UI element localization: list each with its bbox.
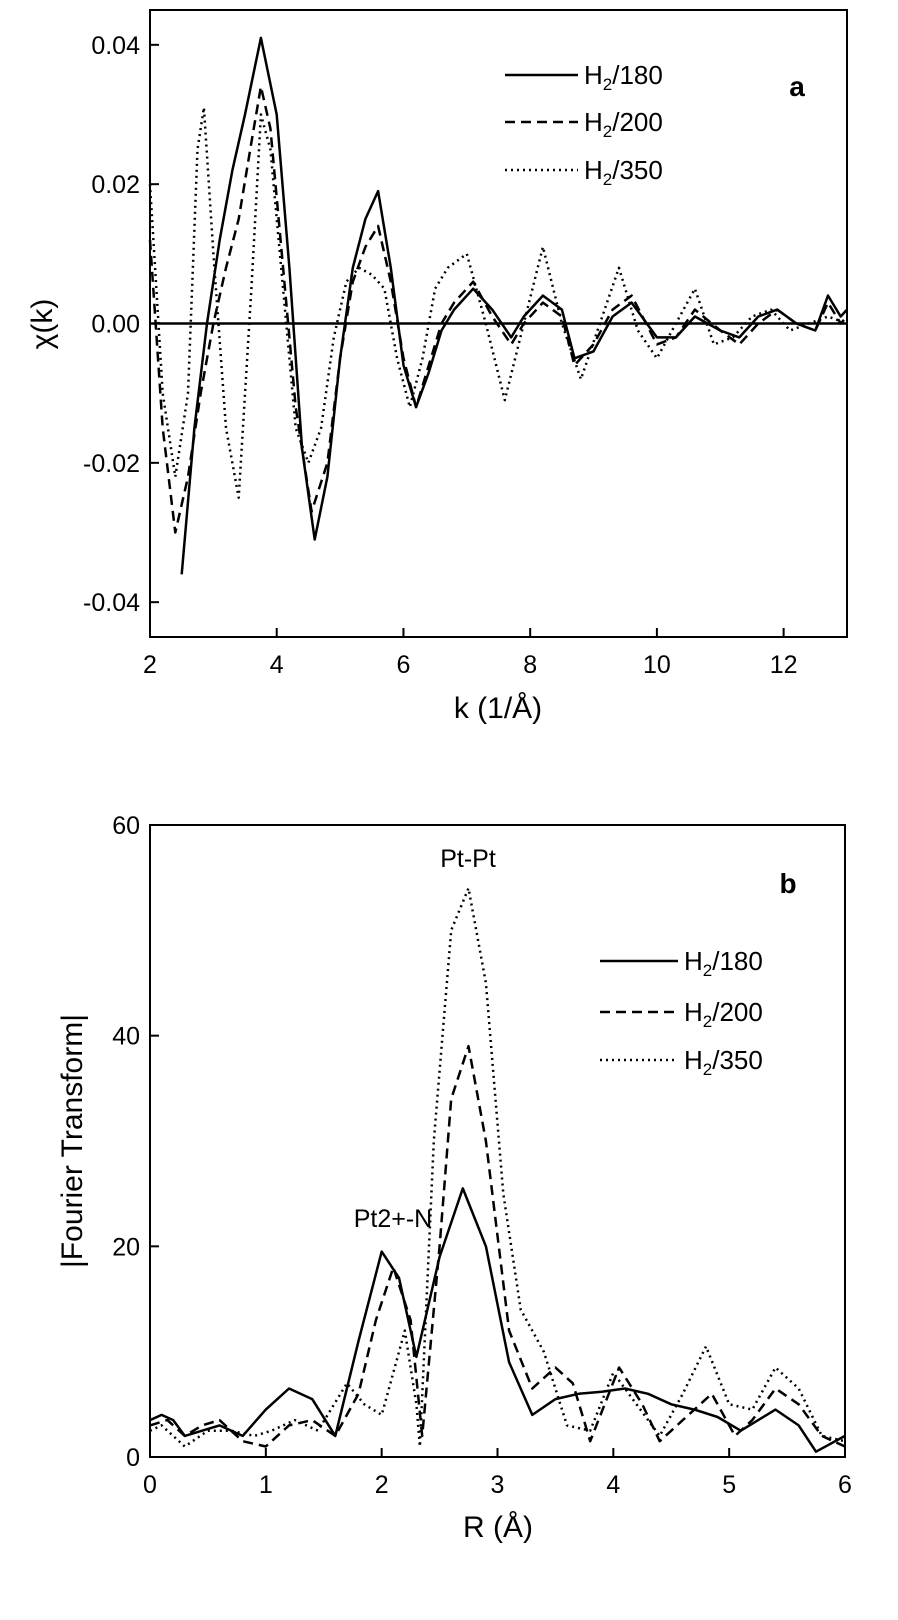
panel-b-x-ticks: 0 1 2 3 4 5 6 [143, 1448, 852, 1499]
panel-a-legend: H2/180 H2/200 H2/350 [505, 60, 663, 189]
panel-b-series [149, 886, 846, 1453]
panel-b-letter: b [779, 868, 796, 899]
panel-a-x-tick-label: 2 [143, 651, 157, 679]
panel-b-x-axis-label: R (Å) [463, 1511, 533, 1544]
panel-a-x-tick-label: 12 [770, 651, 798, 679]
panel-a-y-ticks: -0.04 -0.02 0.00 0.02 0.04 [83, 32, 159, 617]
panel-a-series [148, 36, 848, 575]
panel-b-x-tick-label: 3 [491, 1471, 505, 1499]
panel-b: 0 1 2 3 4 5 6 0 20 40 60 R (Å) |Fourier Transform… [56, 812, 852, 1544]
panel-a-series-dotted [148, 106, 848, 499]
panel-b-series-dashed [149, 1044, 846, 1448]
panel-a-x-tick-label: 8 [523, 651, 537, 679]
panel-a-series-dashed [148, 85, 848, 534]
panel-b-x-tick-label: 6 [838, 1471, 852, 1499]
legend-a-h2-350: H2/350 [584, 155, 663, 189]
panel-b-legend: H2/180 H2/200 H2/350 [600, 946, 763, 1079]
legend-b-h2-200: H2/200 [684, 997, 763, 1031]
panel-a-x-tick-label: 4 [270, 651, 284, 679]
legend-b-h2-180: H2/180 [684, 946, 763, 980]
panel-b-x-tick-label: 2 [375, 1471, 389, 1499]
panel-b-y-tick-label: 0 [126, 1444, 140, 1472]
panel-b-x-tick-label: 1 [259, 1471, 273, 1499]
panel-b-x-tick-label: 5 [722, 1471, 736, 1499]
panel-a-x-axis-label: k (1/Å) [454, 692, 542, 725]
panel-a-letter: a [789, 71, 805, 102]
panel-b-annotation-pt-pt: Pt-Pt [440, 845, 496, 873]
panel-b-y-tick-label: 20 [112, 1233, 140, 1261]
panel-a-series-solid [180, 36, 848, 575]
panel-b-x-tick-label: 4 [606, 1471, 620, 1499]
legend-a-h2-180: H2/180 [584, 60, 663, 94]
panel-b-series-solid [149, 1187, 846, 1453]
legend-a-h2-200: H2/200 [584, 107, 663, 141]
panel-a-x-ticks: 2 4 6 8 10 12 [143, 628, 798, 679]
legend-b-h2-350: H2/350 [684, 1045, 763, 1079]
panel-a-y-tick-label: 0.02 [91, 171, 140, 199]
panel-b-x-tick-label: 0 [143, 1471, 157, 1499]
panel-a-x-tick-label: 6 [397, 651, 411, 679]
panel-a-y-tick-label: -0.04 [83, 589, 140, 617]
panel-a-y-axis-label: χ(k) [26, 299, 59, 350]
panel-b-y-ticks: 0 20 40 60 [112, 812, 159, 1472]
panel-b-y-axis-label: |Fourier Transform| [56, 1014, 89, 1268]
panel-b-y-tick-label: 60 [112, 812, 140, 840]
panel-a: 2 4 6 8 10 12 -0.04-0.020.000.020.04 k (1/Å) … [26, 9, 848, 725]
panel-a-y-tick-label: 0.04 [91, 32, 140, 60]
panel-b-plot-frame [149, 824, 846, 1458]
panel-b-series-dotted [149, 886, 846, 1448]
panel-a-y-tick-label: 0.00 [91, 311, 140, 339]
panel-a-y-tick-label: -0.02 [83, 450, 140, 478]
panel-b-annotation-pt2-n: Pt2+-N [354, 1205, 433, 1233]
panel-b-y-tick-label: 40 [112, 1023, 140, 1051]
panel-a-x-tick-label: 10 [643, 651, 671, 679]
